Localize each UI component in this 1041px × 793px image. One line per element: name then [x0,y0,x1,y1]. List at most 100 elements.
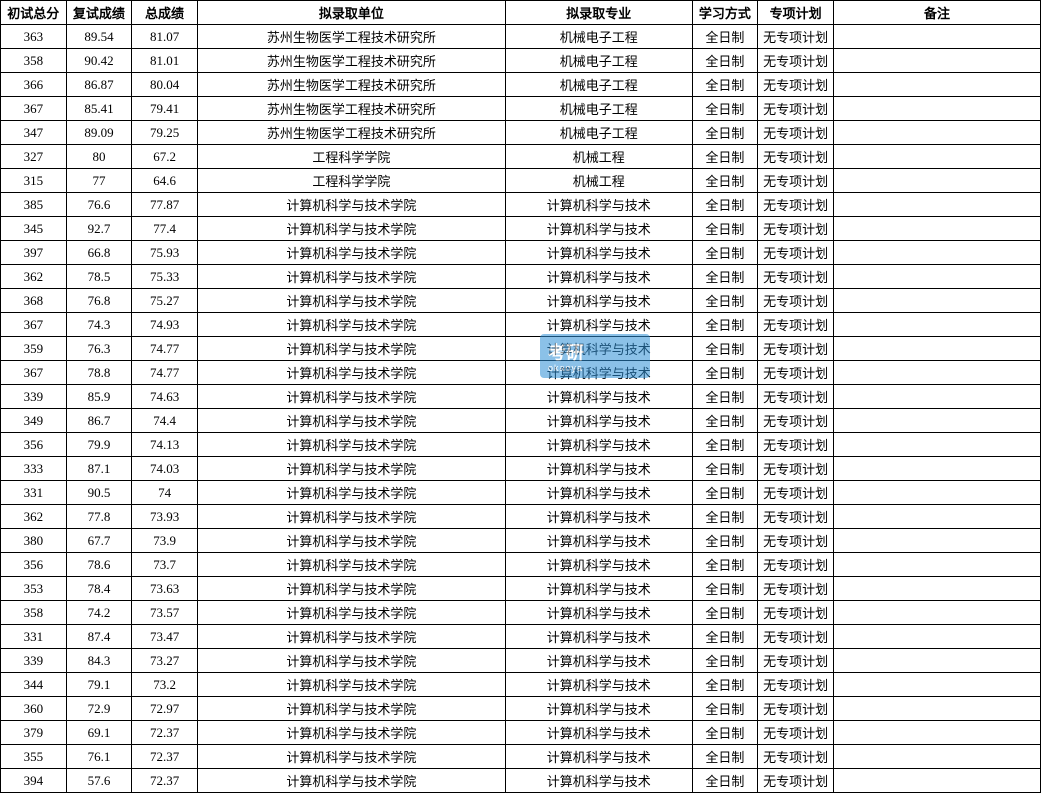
table-cell: 385 [1,193,67,217]
table-cell: 339 [1,649,67,673]
table-cell: 无专项计划 [758,337,834,361]
table-cell: 368 [1,289,67,313]
table-cell: 无专项计划 [758,433,834,457]
table-cell: 74.77 [132,361,198,385]
table-cell [833,265,1040,289]
table-row: 36389.5481.07苏州生物医学工程技术研究所机械电子工程全日制无专项计划 [1,25,1041,49]
table-cell: 无专项计划 [758,25,834,49]
table-cell: 无专项计划 [758,745,834,769]
table-cell: 无专项计划 [758,193,834,217]
table-cell [833,721,1040,745]
table-cell: 计算机科学与技术 [505,673,692,697]
table-cell: 全日制 [692,577,758,601]
table-cell: 机械电子工程 [505,73,692,97]
table-cell: 全日制 [692,385,758,409]
table-cell: 无专项计划 [758,577,834,601]
table-cell: 计算机科学与技术学院 [197,409,505,433]
table-cell: 67.7 [66,529,132,553]
table-cell: 全日制 [692,121,758,145]
table-cell [833,505,1040,529]
table-cell: 计算机科学与技术 [505,193,692,217]
table-cell: 计算机科学与技术 [505,361,692,385]
table-cell: 78.6 [66,553,132,577]
table-cell [833,241,1040,265]
table-cell: 347 [1,121,67,145]
table-cell: 机械电子工程 [505,25,692,49]
table-cell: 77.4 [132,217,198,241]
table-cell: 92.7 [66,217,132,241]
table-row: 33187.473.47计算机科学与技术学院计算机科学与技术全日制无专项计划 [1,625,1041,649]
table-row: 36876.875.27计算机科学与技术学院计算机科学与技术全日制无专项计划 [1,289,1041,313]
table-cell: 78.8 [66,361,132,385]
table-row: 35874.273.57计算机科学与技术学院计算机科学与技术全日制无专项计划 [1,601,1041,625]
table-cell [833,97,1040,121]
table-cell: 计算机科学与技术 [505,601,692,625]
col-header-interview-score: 复试成绩 [66,1,132,25]
table-cell: 67.2 [132,145,198,169]
table-cell: 计算机科学与技术 [505,481,692,505]
table-cell: 76.8 [66,289,132,313]
table-cell: 计算机科学与技术学院 [197,361,505,385]
table-row: 35576.172.37计算机科学与技术学院计算机科学与技术全日制无专项计划 [1,745,1041,769]
table-row: 3278067.2工程科学学院机械工程全日制无专项计划 [1,145,1041,169]
table-cell: 333 [1,457,67,481]
col-header-plan: 专项计划 [758,1,834,25]
table-cell: 计算机科学与技术学院 [197,265,505,289]
table-cell: 计算机科学与技术学院 [197,625,505,649]
table-cell: 全日制 [692,433,758,457]
table-cell: 全日制 [692,745,758,769]
table-cell: 苏州生物医学工程技术研究所 [197,49,505,73]
table-cell: 苏州生物医学工程技术研究所 [197,121,505,145]
table-cell: 73.27 [132,649,198,673]
table-cell: 全日制 [692,769,758,793]
table-cell: 无专项计划 [758,361,834,385]
table-cell [833,313,1040,337]
table-cell: 计算机科学与技术学院 [197,193,505,217]
table-row: 33190.574计算机科学与技术学院计算机科学与技术全日制无专项计划 [1,481,1041,505]
table-cell: 全日制 [692,73,758,97]
table-cell: 76.6 [66,193,132,217]
col-header-initial-score: 初试总分 [1,1,67,25]
table-cell [833,49,1040,73]
table-cell: 367 [1,313,67,337]
table-cell: 计算机科学与技术 [505,241,692,265]
table-cell: 全日制 [692,217,758,241]
table-cell: 84.3 [66,649,132,673]
table-cell: 344 [1,673,67,697]
table-cell: 计算机科学与技术 [505,313,692,337]
table-cell: 66.8 [66,241,132,265]
table-row: 35679.974.13计算机科学与技术学院计算机科学与技术全日制无专项计划 [1,433,1041,457]
table-cell: 89.54 [66,25,132,49]
table-cell: 72.37 [132,769,198,793]
table-cell [833,409,1040,433]
table-row: 34592.777.4计算机科学与技术学院计算机科学与技术全日制无专项计划 [1,217,1041,241]
table-cell: 全日制 [692,169,758,193]
table-cell: 397 [1,241,67,265]
table-cell: 计算机科学与技术 [505,625,692,649]
table-cell: 无专项计划 [758,505,834,529]
table-cell: 全日制 [692,193,758,217]
table-row: 33387.174.03计算机科学与技术学院计算机科学与技术全日制无专项计划 [1,457,1041,481]
table-cell: 80 [66,145,132,169]
table-cell: 计算机科学与技术学院 [197,385,505,409]
table-cell: 计算机科学与技术 [505,721,692,745]
table-cell: 计算机科学与技术 [505,577,692,601]
table-cell: 无专项计划 [758,697,834,721]
table-cell: 计算机科学与技术学院 [197,769,505,793]
table-cell: 计算机科学与技术学院 [197,745,505,769]
table-row: 35976.374.77计算机科学与技术学院计算机科学与技术全日制无专项计划 [1,337,1041,361]
table-cell: 74.4 [132,409,198,433]
table-cell: 73.7 [132,553,198,577]
table-cell: 机械电子工程 [505,121,692,145]
table-cell: 79.41 [132,97,198,121]
table-cell: 全日制 [692,481,758,505]
table-cell: 77.8 [66,505,132,529]
table-row: 36785.4179.41苏州生物医学工程技术研究所机械电子工程全日制无专项计划 [1,97,1041,121]
table-cell: 75.27 [132,289,198,313]
table-cell: 计算机科学与技术学院 [197,289,505,313]
table-cell [833,385,1040,409]
table-cell: 85.9 [66,385,132,409]
table-cell: 无专项计划 [758,265,834,289]
table-cell: 394 [1,769,67,793]
table-cell: 73.47 [132,625,198,649]
